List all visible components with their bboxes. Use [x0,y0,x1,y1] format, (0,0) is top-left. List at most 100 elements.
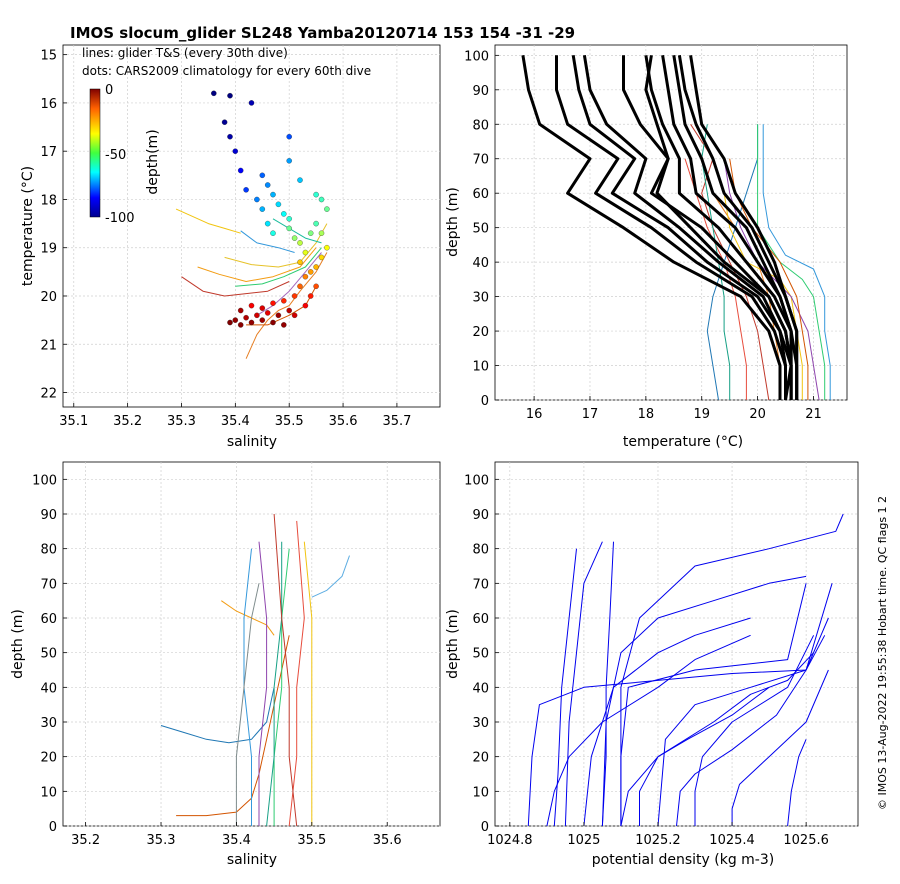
ts-climatology-dot [313,191,319,198]
temp-climatology-line [644,55,793,400]
ts-climatology-dot [318,196,325,203]
density-profile-line [546,634,751,827]
temp-climatology-line [521,55,782,400]
temp-climatology-line [689,55,799,400]
ts-climatology-dot [324,244,330,251]
ts-marks [175,90,330,359]
temp-climatology-line [555,55,787,400]
ts-climatology-dot [286,307,292,314]
x-tick-label: 1025.4 [709,833,755,848]
x-tick-label: 18 [638,407,655,422]
ts-climatology-dot [227,319,233,326]
density-profile-line [527,617,829,827]
y-tick-label: 20 [40,751,57,766]
ts-xlabel: salinity [227,434,277,450]
y-tick-label: 70 [40,577,57,592]
ts-glider-line [240,230,295,253]
ts-ylabel: temperature (°C) [20,166,36,286]
y-tick-label: 80 [472,543,489,558]
ts-climatology-dot [259,305,266,311]
ts-climatology-dot [264,182,271,188]
figure-title: IMOS slocum_glider SL248 Yamba20120714 1… [70,24,575,42]
ts-glider-line [235,247,322,287]
density-ylabel: depth (m) [445,609,461,679]
sal-glider-line [273,513,298,827]
ts-climatology-dot [302,302,309,309]
ts-climatology-dot [313,264,319,270]
ts-glider-line [224,223,328,268]
y-tick-label: 30 [40,716,57,731]
ts-panel: 35.1 35.2 35.3 35.4 35.5 35.6 35.7 15 16 17 18 19 20… [20,44,441,450]
ts-climatology-dot [237,322,244,328]
x-tick-label: 35.5 [297,833,326,848]
y-tick-label: 0 [481,394,489,409]
temp-grid [495,45,847,401]
y-tick-label: 16 [40,97,57,112]
x-tick-label: 1025.6 [783,833,829,848]
ts-climatology-dot [307,293,314,299]
y-tick-label: 100 [464,473,489,488]
x-tick-label: 35.3 [147,833,176,848]
temp-ylabel: depth (m) [445,187,461,257]
ts-climatology-dot [302,273,309,280]
y-tick-label: 80 [472,118,489,133]
temp-climatology-line [661,55,793,400]
density-grid [495,462,858,827]
ts-climatology-dot [286,225,292,232]
sal-glider-line [311,555,350,598]
ts-climatology-dot [275,201,282,208]
ts-glider-line [197,247,317,282]
temp-ticks: 16 17 18 19 20 21 0 10 20 30 40 50 60 70 80 90 100 [464,49,822,422]
ts-climatology-dot [313,283,319,290]
y-tick-label: 17 [40,145,57,160]
x-tick-label: 35.4 [221,414,250,429]
y-tick-label: 60 [472,612,489,627]
ts-climatology-dot [297,177,303,183]
temp-glider-line [762,124,831,400]
y-tick-label: 70 [472,577,489,592]
sal-glider-line [273,548,290,826]
x-tick-label: 35.6 [373,833,402,848]
ts-glider-line [181,276,290,297]
ts-glider-line [272,218,322,244]
ts-climatology-dot [291,235,298,241]
ts-climatology-dot [297,259,303,265]
density-profile-line [583,617,751,827]
ts-climatology-dot [221,119,228,125]
ts-climatology-dot [270,300,276,306]
ts-climatology-dot [243,314,249,321]
colorbar-tick-100: -100 [105,211,135,226]
x-tick-label: 1025 [567,833,600,848]
ts-climatology-dot [281,211,287,217]
temp-glider-line [690,124,770,401]
y-tick-label: 0 [481,820,489,835]
y-tick-label: 15 [40,49,57,64]
y-tick-label: 90 [472,84,489,99]
ts-climatology-dot [270,191,276,198]
ts-climatology-dot [254,312,260,319]
colorbar-label: depth(m) [145,129,161,194]
y-tick-label: 40 [40,681,57,696]
ts-ticks: 35.1 35.2 35.3 35.4 35.5 35.6 35.7 15 16 17 18 19 20… [40,49,411,429]
y-tick-label: 40 [472,256,489,271]
ts-climatology-dot [270,230,276,236]
y-tick-label: 10 [472,785,489,800]
temp-glider-line [723,158,820,401]
ts-climatology-dot [291,312,298,319]
ts-climatology-dot [307,230,314,236]
y-tick-label: 30 [472,291,489,306]
ts-climatology-dot [281,298,287,304]
ts-climatology-dot [264,310,271,316]
y-tick-label: 22 [40,387,57,402]
ts-climatology-dot [259,172,266,179]
ts-climatology-dot [259,317,266,323]
ts-climatology-dot [275,312,282,319]
temp-glider-line [723,193,803,400]
y-tick-label: 80 [40,543,57,558]
x-tick-label: 35.2 [71,833,100,848]
sal-glider-line [235,583,260,826]
sal-ticks: 35.2 35.3 35.4 35.5 35.6 0 10 20 30 40 50 60 70 80 90 1… [32,473,402,848]
ts-glider-line [256,252,322,316]
